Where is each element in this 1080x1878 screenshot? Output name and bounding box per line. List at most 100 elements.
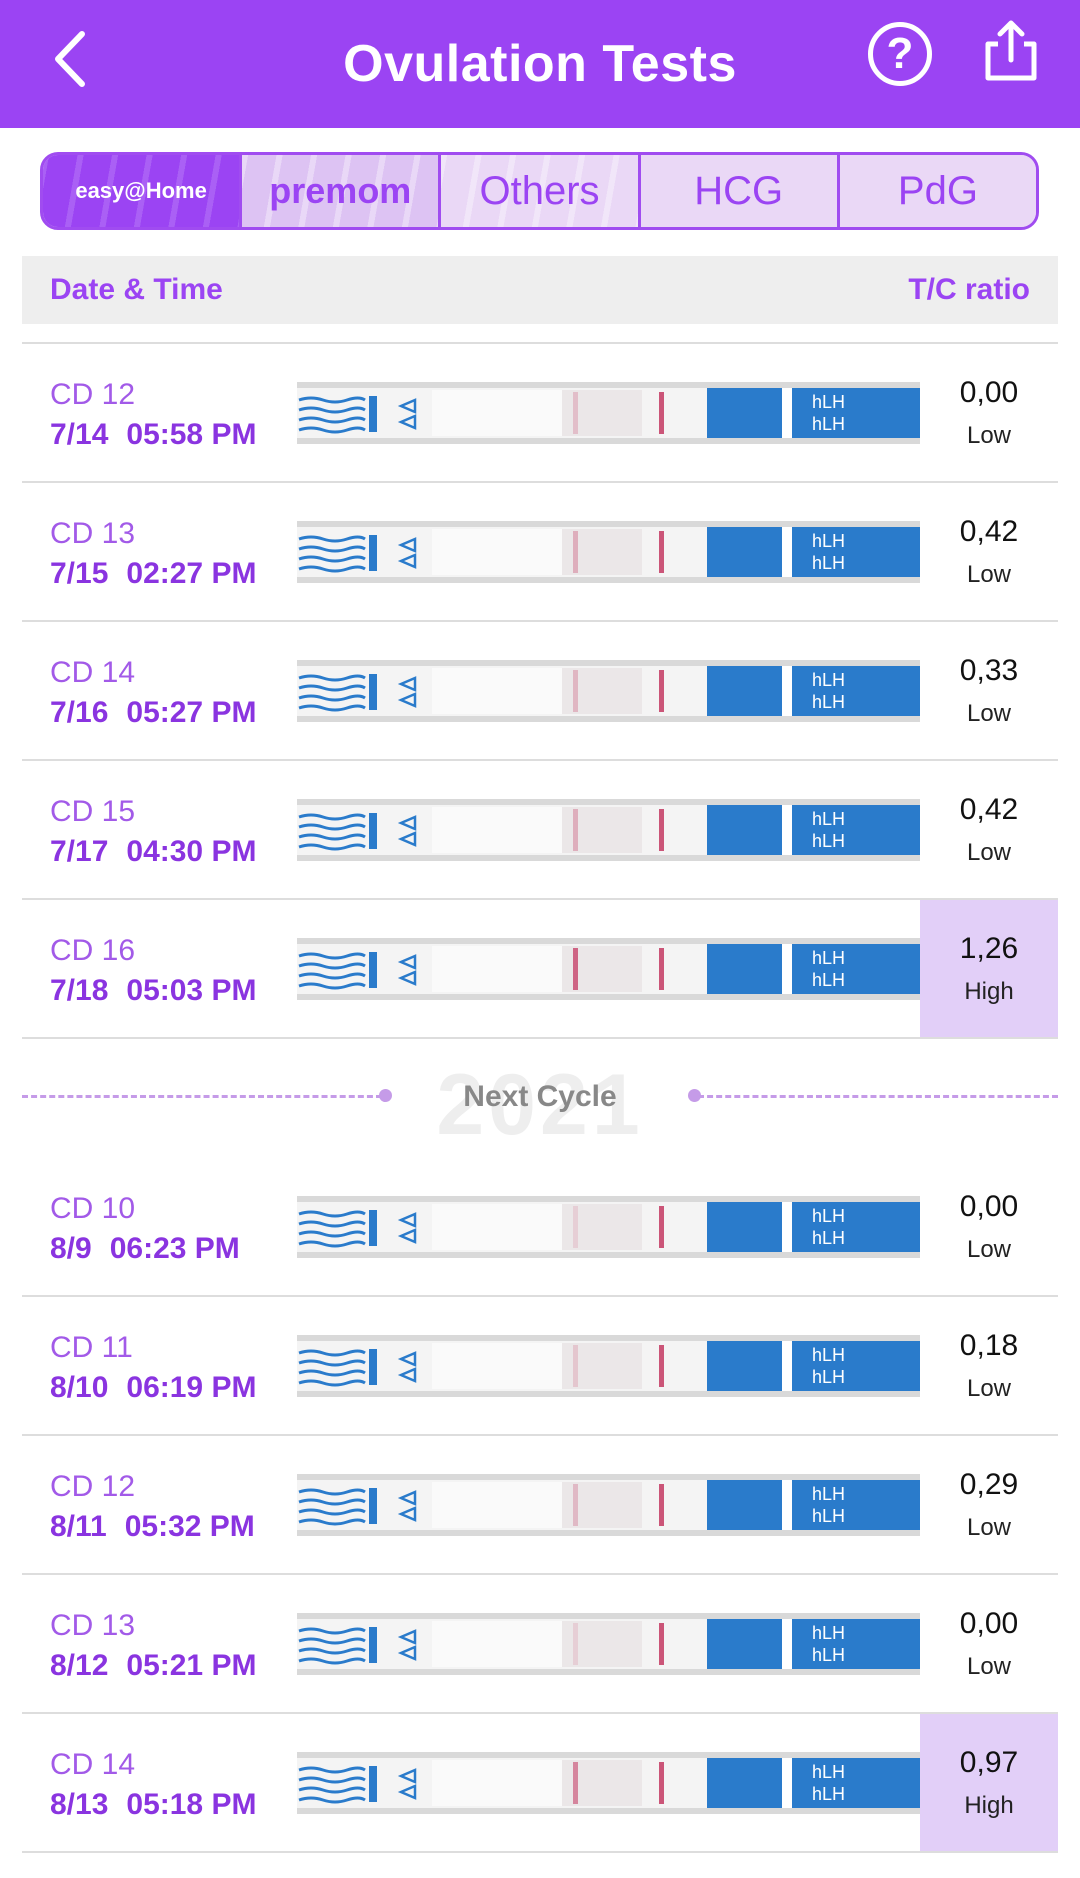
test-strip-image: hLH hLH: [297, 1196, 920, 1258]
test-row[interactable]: CD 12 7/14 05:58 PM hLH hLH 0,00 Low: [22, 344, 1058, 483]
cycle-day: CD 12: [50, 1470, 136, 1503]
tc-ratio-level: High: [964, 1791, 1014, 1819]
tab-premom[interactable]: premom: [242, 155, 442, 227]
test-row[interactable]: CD 15 7/17 04:30 PM hLH hLH 0,42 Low: [22, 761, 1058, 900]
strip-label: hLH: [812, 948, 845, 968]
strip-label: hLH: [812, 1228, 845, 1248]
test-datetime: 7/18 05:03 PM: [50, 974, 274, 1008]
tc-ratio-level: High: [964, 977, 1014, 1005]
tc-ratio: 0,42 Low: [920, 761, 1058, 898]
test-time: 05:32 PM: [124, 1510, 255, 1543]
test-row[interactable]: CD 10 8/9 06:23 PM hLH hLH 0,00 Low: [22, 1158, 1058, 1297]
strip-label: hLH: [812, 831, 845, 851]
tc-ratio-value: 0,00: [959, 375, 1019, 409]
strip-label: hLH: [812, 392, 845, 412]
cycle-day: CD 13: [50, 517, 136, 550]
test-time: 05:21 PM: [126, 1649, 257, 1682]
test-strip-image: hLH hLH: [297, 799, 920, 861]
tc-ratio: 0,33 Low: [920, 622, 1058, 759]
page-title: Ovulation Tests: [343, 35, 737, 93]
test-strip-image: hLH hLH: [297, 521, 920, 583]
test-date: 8/10: [50, 1371, 109, 1404]
test-row[interactable]: CD 12 8/11 05:32 PM hLH hLH 0,29 Low: [22, 1436, 1058, 1575]
tc-ratio: 0,18 Low: [920, 1297, 1058, 1434]
strip-label: hLH: [812, 1206, 845, 1226]
question-circle-icon[interactable]: ?: [868, 22, 932, 86]
chevron-left-icon[interactable]: [42, 24, 102, 94]
strip-label: hLH: [812, 1762, 845, 1782]
tc-ratio-level: Low: [966, 699, 1012, 727]
test-datetime: 7/14 05:58 PM: [50, 418, 274, 452]
test-date: 8/13: [50, 1788, 109, 1821]
tab-pdg[interactable]: PdG: [839, 155, 1036, 227]
cycle-dash-right: [698, 1095, 1058, 1098]
cycle-dash-left: [22, 1095, 382, 1098]
strip-label: hLH: [812, 1645, 845, 1665]
tab-easy-at-home[interactable]: easy@Home: [43, 155, 243, 227]
test-date: 8/11: [50, 1510, 107, 1543]
test-time: 06:23 PM: [109, 1232, 240, 1265]
test-time: 05:27 PM: [126, 696, 257, 729]
tc-ratio-level: Low: [966, 1374, 1012, 1402]
test-time: 05:58 PM: [126, 418, 257, 451]
test-row[interactable]: CD 16 7/18 05:03 PM hLH hLH 1,26 High: [22, 900, 1058, 1039]
test-strip-image: hLH hLH: [297, 1335, 920, 1397]
cycle-day: CD 11: [50, 1331, 133, 1364]
test-strip-image: hLH hLH: [297, 660, 920, 722]
tc-ratio-value: 0,97: [959, 1745, 1019, 1779]
strip-label: hLH: [812, 1345, 845, 1365]
strip-label: hLH: [812, 809, 845, 829]
test-strip-image: hLH hLH: [297, 1474, 920, 1536]
tc-ratio: 0,97 High: [920, 1714, 1058, 1851]
test-datetime: 8/12 05:21 PM: [50, 1649, 274, 1683]
cycle-year: 2021: [436, 1057, 644, 1153]
test-datetime: 7/16 05:27 PM: [50, 696, 274, 730]
test-datetime: 7/17 04:30 PM: [50, 835, 274, 869]
test-row[interactable]: CD 13 8/12 05:21 PM hLH hLH 0,00 Low: [22, 1575, 1058, 1714]
test-date: 7/15: [50, 557, 109, 590]
strip-label: hLH: [812, 970, 845, 990]
brand-tabs: easy@Home premom Others HCG PdG: [40, 152, 1039, 230]
strip-label: hLH: [812, 414, 845, 434]
test-strip-image: hLH hLH: [297, 938, 920, 1000]
test-date: 7/14: [50, 418, 109, 451]
test-time: 06:19 PM: [126, 1371, 257, 1404]
tab-others[interactable]: Others: [441, 155, 641, 227]
tc-ratio: 0,42 Low: [920, 483, 1058, 620]
tc-ratio-value: 0,33: [959, 653, 1019, 687]
test-date: 8/9: [50, 1232, 92, 1265]
strip-label: hLH: [812, 1506, 845, 1526]
strip-label: hLH: [812, 670, 845, 690]
test-row[interactable]: CD 14 8/13 05:18 PM hLH hLH 0,97 High: [22, 1714, 1058, 1853]
strip-label: hLH: [812, 531, 845, 551]
test-row[interactable]: CD 14 7/16 05:27 PM hLH hLH 0,33 Low: [22, 622, 1058, 761]
test-strip-image: hLH hLH: [297, 1613, 920, 1675]
tc-ratio: 0,00 Low: [920, 344, 1058, 481]
strip-label: hLH: [812, 1623, 845, 1643]
cycle-day: CD 12: [50, 378, 136, 411]
tab-hcg[interactable]: HCG: [640, 155, 840, 227]
strip-label: hLH: [812, 692, 845, 712]
share-icon[interactable]: [980, 18, 1042, 84]
test-row[interactable]: CD 13 7/15 02:27 PM hLH hLH 0,42 Low: [22, 483, 1058, 622]
test-date: 7/17: [50, 835, 109, 868]
tc-ratio-level: Low: [966, 1513, 1012, 1541]
tc-ratio-value: 0,42: [959, 792, 1019, 826]
cycle-day: CD 15: [50, 795, 136, 828]
date-time-column-label: Date & Time: [50, 273, 223, 306]
test-strip-image: hLH hLH: [297, 1752, 920, 1814]
tc-ratio-level: Low: [966, 1652, 1012, 1680]
strip-label: hLH: [812, 1784, 845, 1804]
test-strip-image: hLH hLH: [297, 382, 920, 444]
cycle-day: CD 10: [50, 1192, 136, 1225]
column-header: Date & Time T/C ratio: [22, 256, 1058, 324]
test-date: 7/16: [50, 696, 109, 729]
tc-ratio: 0,00 Low: [920, 1575, 1058, 1712]
tc-ratio: 1,26 High: [920, 900, 1058, 1037]
test-row[interactable]: CD 11 8/10 06:19 PM hLH hLH 0,18 Low: [22, 1297, 1058, 1436]
test-datetime: 7/15 02:27 PM: [50, 557, 274, 591]
test-datetime: 8/13 05:18 PM: [50, 1788, 274, 1822]
tc-ratio-value: 0,18: [959, 1328, 1019, 1362]
tc-ratio-level: Low: [966, 421, 1012, 449]
tc-ratio-value: 1,26: [959, 931, 1019, 965]
